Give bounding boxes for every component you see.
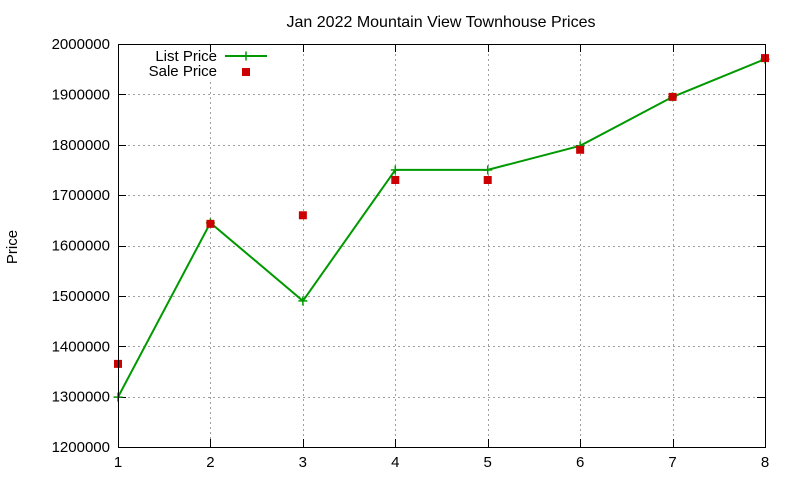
x-tick-label: 7 <box>668 454 676 471</box>
legend: List Price Sale Price <box>149 48 267 80</box>
chart-title: Jan 2022 Mountain View Townhouse Prices <box>287 14 596 31</box>
grid-lines <box>118 44 765 447</box>
x-tick-label: 1 <box>114 454 122 471</box>
legend-label-list-price: List Price <box>155 48 217 65</box>
sale-price-point <box>483 176 492 185</box>
x-tick-label: 8 <box>761 454 769 471</box>
x-tick-label: 3 <box>299 454 307 471</box>
y-tick-label: 2000000 <box>52 36 110 53</box>
legend-label-sale-price: Sale Price <box>149 63 217 80</box>
x-tick-label: 4 <box>391 454 399 471</box>
sale-price-point <box>298 211 307 220</box>
list-price-point <box>483 165 493 175</box>
legend-swatch-sale-price <box>242 68 250 76</box>
y-tick-label: 1500000 <box>52 288 110 305</box>
y-tick-label: 1700000 <box>52 187 110 204</box>
y-axis-label: Price <box>4 230 21 264</box>
tick-labels: 1200000 1300000 1400000 1500000 1600000 17000… <box>52 36 770 471</box>
axis-ticks <box>118 44 766 448</box>
list-price-point <box>298 296 308 306</box>
series-layer <box>113 54 770 402</box>
x-tick-label: 2 <box>206 454 214 471</box>
list-price-line <box>117 58 766 398</box>
y-tick-label: 1900000 <box>52 86 110 103</box>
sale-price-point <box>576 145 585 154</box>
sale-price-point <box>206 219 215 228</box>
y-tick-label: 1600000 <box>52 238 110 255</box>
list-price-point <box>390 165 400 175</box>
plot-frame <box>118 44 766 448</box>
legend-marker-list-price <box>241 51 251 61</box>
y-tick-label: 1200000 <box>52 439 110 456</box>
y-tick-label: 1400000 <box>52 338 110 355</box>
sale-price-point <box>391 176 400 185</box>
y-tick-label: 1800000 <box>52 137 110 154</box>
x-tick-label: 5 <box>484 454 492 471</box>
x-tick-label: 6 <box>576 454 584 471</box>
y-tick-label: 1300000 <box>52 389 110 406</box>
sale-price-point <box>668 92 677 101</box>
